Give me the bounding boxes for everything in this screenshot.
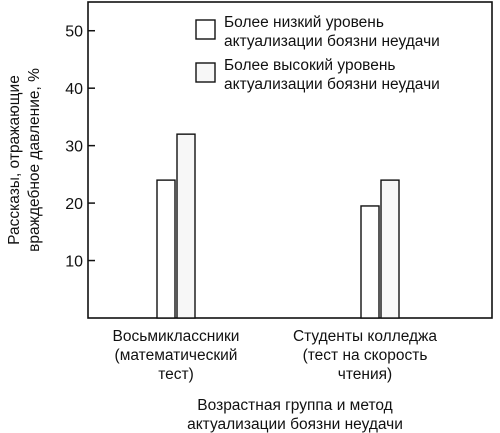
legend: Более низкий уровень актуализации боязни … <box>195 14 440 93</box>
category-labels: Восьмиклассники (математический тест) Студе… <box>113 328 438 383</box>
plot-border <box>87 1 493 319</box>
legend-swatch-1 <box>195 19 216 40</box>
bar-s1-c1 <box>156 179 176 319</box>
category-label-line: чтения) <box>338 366 392 383</box>
y-axis-title-line: враждебное давление, % <box>26 68 43 252</box>
y-axis: 10 20 30 40 50 <box>65 24 95 271</box>
y-axis-title-line: Рассказы, отражающие <box>6 75 23 245</box>
legend-label-line: актуализации боязни неудачи <box>224 33 440 50</box>
category-label-line: (математический <box>115 347 238 364</box>
legend-label-line: актуализации боязни неудачи <box>224 76 440 93</box>
bars <box>156 133 400 319</box>
bar-s1-c2 <box>360 205 380 319</box>
bar-s2-c2 <box>380 179 400 319</box>
axis-titles: Рассказы, отражающие враждебное давление,… <box>6 68 403 433</box>
y-tick-label: 40 <box>65 81 83 98</box>
y-tick-label: 10 <box>65 254 83 271</box>
y-tick-label: 50 <box>65 24 83 41</box>
y-tick-label: 30 <box>65 139 83 156</box>
legend-label-line: Более высокий уровень <box>224 57 396 74</box>
plot-frame <box>87 1 493 319</box>
category-label-line: (тест на скорость <box>303 347 428 364</box>
y-tick-label: 20 <box>65 196 83 213</box>
category-label-line: Восьмиклассники <box>113 328 240 345</box>
bar-s2-c1 <box>176 133 196 319</box>
legend-label-line: Более низкий уровень <box>224 14 384 31</box>
category-label-line: тест) <box>158 366 194 383</box>
x-axis-title-line: Возрастная группа и метод <box>197 397 392 414</box>
category-label-line: Студенты колледжа <box>293 328 437 345</box>
x-axis-title-line: актуализации боязни неудачи <box>187 416 403 433</box>
legend-swatch-2 <box>195 62 216 83</box>
